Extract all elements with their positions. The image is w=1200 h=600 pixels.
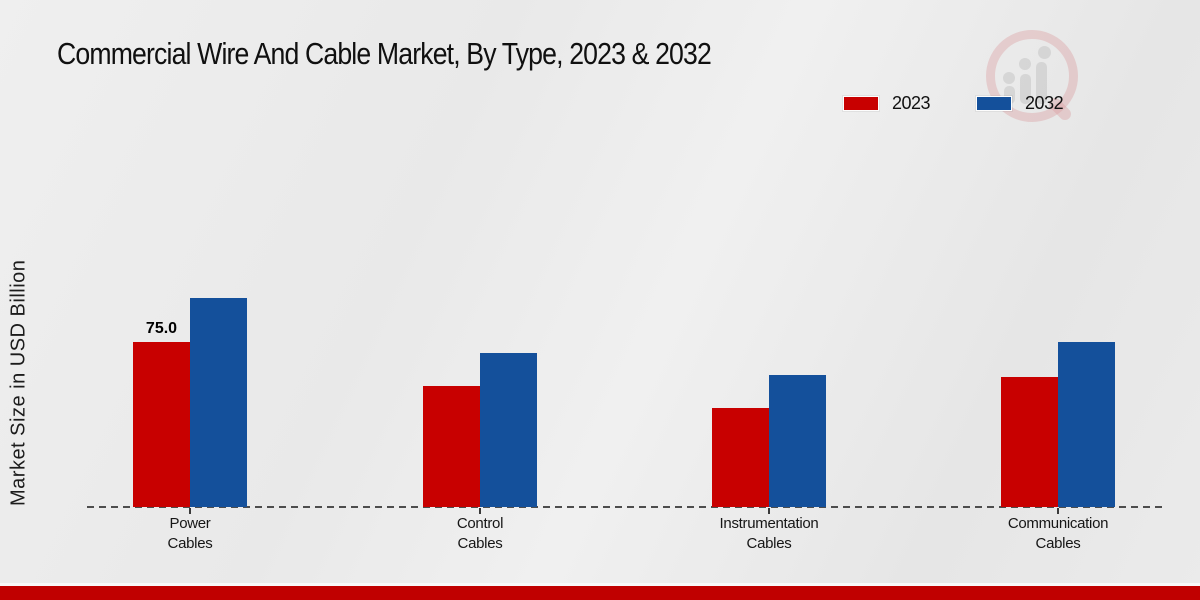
- category-label-communication-cables: Communication Cables: [1007, 515, 1109, 552]
- bar-2023-power-cables: [133, 342, 190, 507]
- logo-dot-icon: [1038, 46, 1051, 59]
- x-axis-tick: [1057, 508, 1059, 514]
- category-label-control-cables: Control Cables: [456, 515, 504, 552]
- magnifier-ring-icon: [986, 30, 1078, 122]
- chart-title: Commercial Wire And Cable Market, By Typ…: [57, 36, 712, 71]
- bar-2032-communication-cables: [1058, 342, 1115, 507]
- bar-2032-instrumentation-cables: [769, 375, 826, 507]
- bar-2023-communication-cables: [1001, 377, 1058, 507]
- bar-2023-instrumentation-cables: [712, 408, 769, 507]
- legend-swatch-2023: [843, 96, 879, 111]
- legend-swatch-2032: [976, 96, 1013, 111]
- footer-accent-bar: [0, 586, 1200, 600]
- data-label-2023-power-cables: 75.0: [145, 320, 178, 337]
- category-label-instrumentation-cables: Instrumentation Cables: [719, 515, 819, 552]
- legend: 2023 2032: [843, 93, 1064, 114]
- legend-label-2032: 2032: [1025, 93, 1064, 113]
- brand-logo-watermark: [980, 26, 1080, 123]
- bar-2032-power-cables: [190, 298, 247, 507]
- x-axis-tick: [768, 508, 770, 514]
- x-axis-tick: [189, 508, 191, 514]
- legend-item-2032: 2032: [976, 93, 1064, 114]
- logo-dot-icon: [1019, 58, 1031, 70]
- x-axis-baseline: [87, 506, 1163, 508]
- x-axis-tick: [479, 508, 481, 514]
- logo-bar-icon: [1036, 62, 1047, 104]
- legend-item-2023: 2023: [843, 93, 931, 114]
- logo-dot-icon: [1003, 72, 1015, 84]
- footer-divider: [0, 583, 1200, 586]
- logo-bar-icon: [1004, 86, 1015, 104]
- category-label-power-cables: Power Cables: [167, 515, 213, 552]
- bar-2023-control-cables: [423, 386, 480, 507]
- bar-2032-control-cables: [480, 353, 537, 507]
- logo-bar-icon: [1020, 74, 1031, 104]
- legend-label-2023: 2023: [892, 93, 931, 113]
